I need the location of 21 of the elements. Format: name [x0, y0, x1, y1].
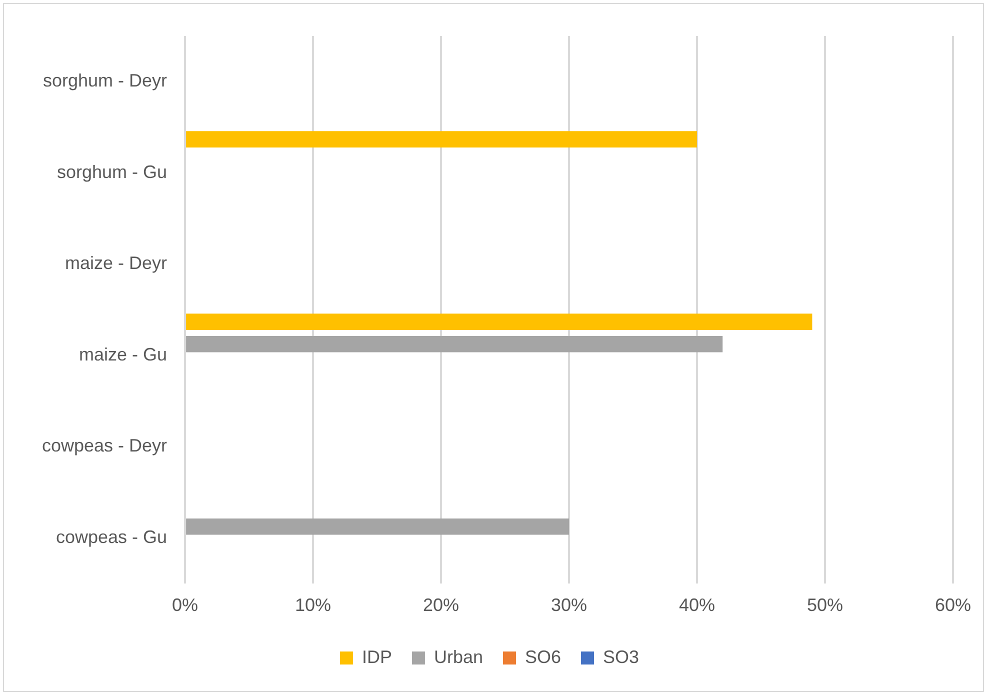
- legend-label: SO6: [525, 646, 562, 667]
- bar: [186, 131, 698, 148]
- y-tick-label: maize - Gu: [79, 344, 168, 364]
- x-tick-label: 20%: [423, 595, 460, 616]
- bar: [186, 518, 570, 535]
- bar: [186, 314, 812, 330]
- legend-label: Urban: [434, 646, 484, 667]
- y-tick-label: cowpeas - Gu: [56, 526, 168, 547]
- x-tick-label: 60%: [934, 595, 971, 616]
- x-tick-label: 40%: [678, 595, 716, 616]
- legend-label: IDP: [362, 646, 392, 667]
- y-tick-label: cowpeas - Deyr: [42, 436, 168, 456]
- y-tick-label: maize - Deyr: [65, 253, 168, 274]
- x-tick-label: 30%: [551, 595, 588, 616]
- bar: [186, 336, 723, 352]
- x-tick-label: 10%: [295, 595, 332, 616]
- x-tick-label: 50%: [806, 595, 844, 616]
- legend-label: SO3: [603, 646, 640, 667]
- y-tick-label: sorghum - Gu: [56, 162, 168, 182]
- x-tick-label: 0%: [172, 595, 198, 616]
- y-tick-label: sorghum - Deyr: [43, 70, 168, 91]
